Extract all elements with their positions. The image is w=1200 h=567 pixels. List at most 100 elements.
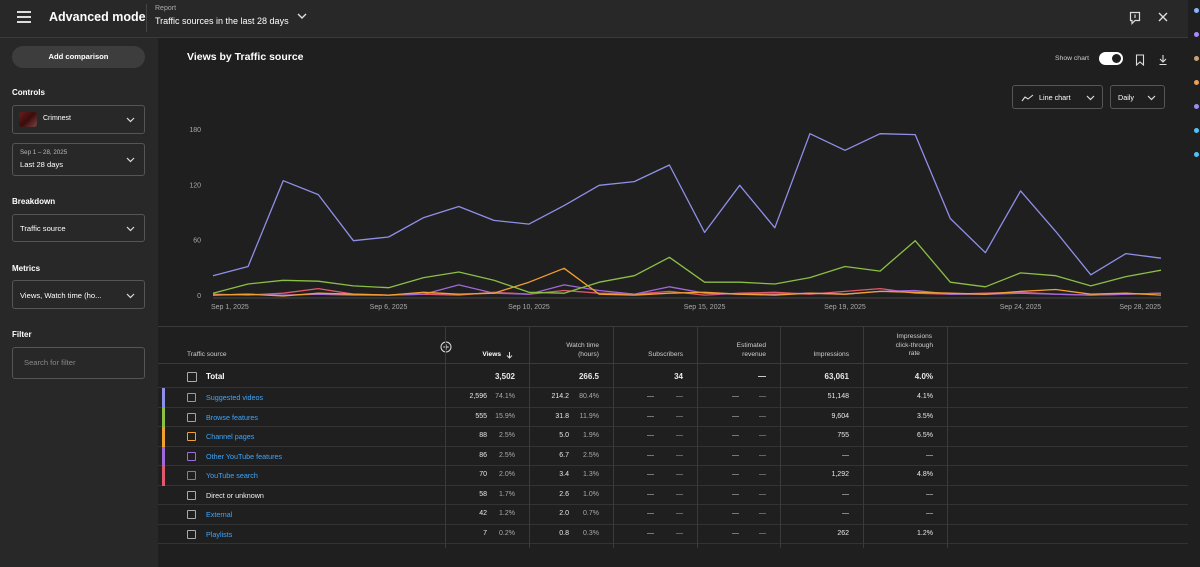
row-checkbox[interactable]: [187, 393, 196, 402]
total-checkbox[interactable]: [187, 372, 197, 382]
row-checkbox[interactable]: [187, 432, 196, 441]
row-checkbox[interactable]: [187, 451, 196, 461]
traffic-source-name[interactable]: YouTube search: [206, 471, 258, 480]
revenue-value: —: [732, 529, 739, 537]
chevron-down-icon: [126, 117, 135, 123]
strip-dot-icon: [1194, 8, 1199, 13]
column-divider: [529, 326, 530, 548]
header-revenue-line1: Estimated: [736, 342, 766, 349]
header-subscribers[interactable]: Subscribers: [648, 351, 683, 358]
menu-icon[interactable]: [17, 11, 31, 23]
impressions-value: —: [842, 510, 849, 517]
subscribers-percent: —: [676, 529, 683, 537]
header-traffic-source[interactable]: Traffic source: [187, 351, 227, 358]
column-divider: [947, 326, 948, 548]
traffic-source-name[interactable]: Channel pages: [206, 432, 255, 441]
y-tick-label: 0: [197, 293, 201, 300]
feedback-icon[interactable]: [1129, 11, 1141, 25]
table-row: Other YouTube features 86 2.5% 6.7 2.5% — — — — —…: [158, 446, 1188, 466]
header-watch-time-line2: (hours): [578, 350, 599, 358]
revenue-value: —: [732, 412, 739, 420]
chart-type-select[interactable]: Line chart: [1012, 85, 1103, 109]
views-value: 42: [479, 510, 487, 517]
header-views[interactable]: Views: [482, 351, 501, 358]
header-estimated-revenue[interactable]: Estimated revenue: [737, 342, 766, 359]
subscribers-percent: —: [676, 393, 683, 400]
watch-time-value: 3.4: [559, 471, 569, 478]
row-checkbox[interactable]: [187, 490, 196, 500]
granularity-select[interactable]: Daily: [1110, 85, 1165, 109]
download-icon[interactable]: [1158, 54, 1168, 66]
metrics-select[interactable]: Views, Watch time (ho...: [12, 280, 145, 309]
sort-down-icon[interactable]: [506, 351, 513, 359]
watch-time-value: 2.6: [559, 490, 569, 498]
watch-time-percent: 0.3%: [583, 529, 599, 537]
row-checkbox[interactable]: [187, 529, 196, 539]
views-percent: 1.7%: [499, 490, 515, 498]
traffic-source-name[interactable]: Browse features: [206, 412, 258, 422]
revenue-percent: —: [759, 529, 766, 537]
series-line-channel-pages[interactable]: [212, 267, 1162, 297]
header-revenue-line2: revenue: [742, 350, 766, 358]
row-checkbox[interactable]: [187, 412, 196, 422]
table-row: Direct or unknown 58 1.7% 2.6 1.0% — — — — — —: [158, 486, 1188, 505]
add-comparison-button[interactable]: Add comparison: [12, 46, 145, 68]
add-metric-icon[interactable]: [440, 341, 452, 353]
subscribers-percent: —: [676, 490, 683, 498]
date-range-select[interactable]: Sep 1 – 28, 2025 Last 28 days: [12, 143, 145, 176]
header-ctr[interactable]: Impressions click-through rate: [896, 333, 933, 359]
header-watch-time[interactable]: Watch time (hours): [566, 342, 599, 359]
line-chart-icon: [1021, 94, 1034, 102]
row-checkbox[interactable]: [187, 510, 196, 519]
ctr-value: —: [926, 490, 933, 498]
views-percent: 1.2%: [499, 510, 515, 517]
watch-time-value: 31.8: [555, 412, 569, 420]
bookmark-icon[interactable]: [1135, 54, 1145, 66]
row-checkbox[interactable]: [187, 471, 196, 480]
ctr-value: 4.8%: [917, 471, 933, 478]
table-row: Playlists 7 0.2% 0.8 0.3% — — — — 262 1.2%: [158, 525, 1188, 544]
filter-search-input[interactable]: Search for filter: [12, 347, 145, 379]
chevron-down-icon[interactable]: [297, 12, 307, 20]
channel-select[interactable]: Crimnest: [12, 105, 145, 134]
y-tick-label: 180: [189, 127, 201, 134]
breakdown-select[interactable]: Traffic source: [12, 214, 145, 242]
views-value: 2,596: [469, 393, 487, 400]
traffic-source-name[interactable]: Suggested videos: [206, 393, 264, 402]
report-label: Report: [155, 5, 177, 12]
channel-name: Crimnest: [43, 115, 72, 122]
revenue-value: —: [732, 451, 739, 459]
traffic-source-name[interactable]: External: [206, 510, 233, 519]
channel-avatar: [19, 112, 37, 127]
table-row: Browse features 555 15.9% 31.8 11.9% — — — — 9,60…: [158, 407, 1188, 427]
traffic-source-name[interactable]: Other YouTube features: [206, 451, 283, 461]
series-color-bar: [162, 407, 165, 427]
show-chart-toggle[interactable]: [1099, 52, 1123, 65]
watch-time-value: 2.0: [559, 510, 569, 517]
series-color-bar: [162, 388, 165, 408]
y-tick-label: 120: [189, 182, 201, 189]
revenue-percent: —: [759, 432, 766, 439]
strip-dot-icon: [1194, 56, 1199, 61]
traffic-source-name[interactable]: Playlists: [206, 529, 233, 539]
watch-time-value: 0.8: [559, 529, 569, 537]
subscribers-value: —: [647, 393, 654, 400]
revenue-percent: —: [759, 471, 766, 478]
header-impressions[interactable]: Impressions: [813, 351, 849, 358]
impressions-value: —: [842, 490, 849, 498]
report-title[interactable]: Traffic sources in the last 28 days: [155, 16, 289, 26]
subscribers-value: —: [647, 529, 654, 537]
chevron-down-icon: [126, 157, 135, 163]
x-tick-label: Sep 1, 2025: [211, 304, 249, 311]
strip-dot-icon: [1194, 104, 1199, 109]
series-line-suggested-videos[interactable]: [212, 133, 1162, 277]
series-line-browse-features[interactable]: [212, 240, 1162, 294]
chart-type-label: Line chart: [1039, 93, 1071, 102]
total-subscribers: 34: [674, 372, 683, 381]
ctr-value: —: [926, 451, 933, 459]
close-icon[interactable]: [1157, 11, 1169, 23]
revenue-percent: —: [759, 510, 766, 517]
chart-title: Views by Traffic source: [187, 51, 304, 63]
watch-time-percent: 0.7%: [583, 510, 599, 517]
views-value: 555: [475, 412, 487, 420]
